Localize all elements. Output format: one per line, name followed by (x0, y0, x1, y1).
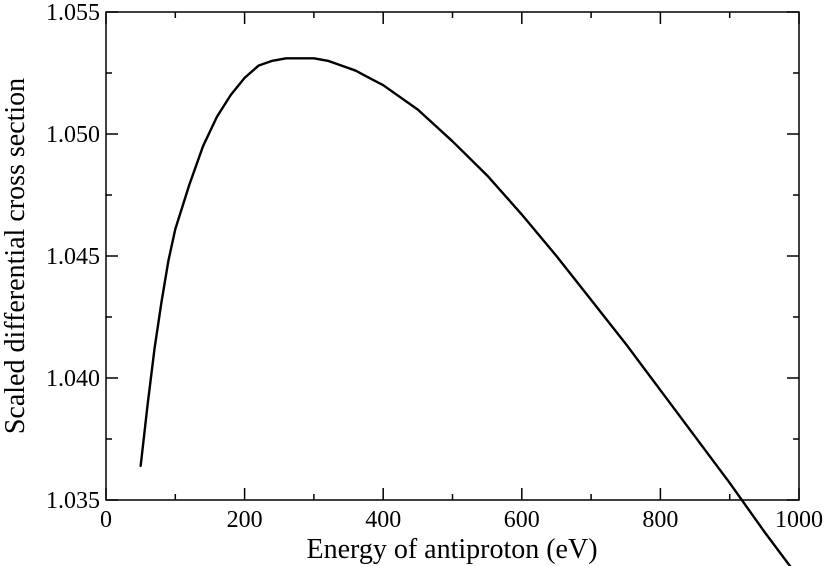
x-tick-label: 200 (227, 507, 263, 533)
y-tick-label: 1.035 (46, 488, 100, 514)
x-tick-label: 1000 (775, 507, 823, 533)
x-axis-title: Energy of antiproton (eV) (306, 534, 597, 565)
x-tick-label: 800 (642, 507, 678, 533)
x-axis-ticks: 0 200 400 600 800 1000 (100, 12, 823, 533)
y-tick-label: 1.050 (46, 122, 100, 148)
series-layer (139, 57, 792, 566)
y-tick-label: 1.055 (46, 0, 100, 26)
y-tick-label: 1.040 (46, 366, 100, 392)
x-tick-label: 0 (100, 507, 112, 533)
y-axis-title: Scaled differential cross section (0, 78, 31, 434)
series-line (139, 57, 792, 566)
y-axis-ticks: 1.035 1.040 1.045 1.050 1.055 (46, 0, 799, 514)
plot-area (105, 11, 800, 501)
x-tick-label: 600 (504, 507, 540, 533)
y-tick-label: 1.045 (46, 244, 100, 270)
x-tick-label: 400 (365, 507, 401, 533)
